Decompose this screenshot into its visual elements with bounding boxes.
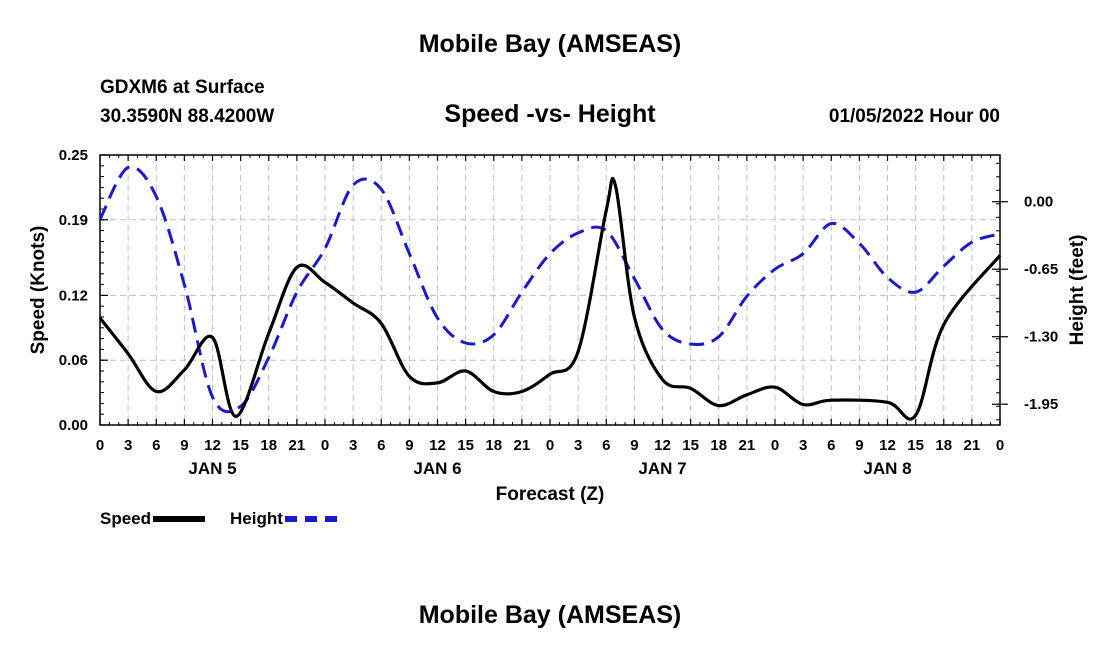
- x-tick-label: 0: [996, 437, 1004, 454]
- x-tick-label: 15: [907, 437, 924, 454]
- legend-speed-swatch: [153, 516, 206, 522]
- x-tick-label: 6: [152, 437, 160, 454]
- x-tick-label: 21: [964, 437, 981, 454]
- y-tick-label: 0.00: [59, 417, 88, 434]
- y2-tick-label: -0.65: [1024, 261, 1058, 278]
- x-tick-label: 15: [457, 437, 474, 454]
- x-tick-label: 0: [321, 437, 329, 454]
- x-tick-label: 6: [827, 437, 835, 454]
- station-label: GDXM6 at Surface: [100, 77, 265, 98]
- x-tick-label: 0: [96, 437, 104, 454]
- bottom-title: Mobile Bay (AMSEAS): [418, 601, 682, 629]
- y2-tick-label: -1.95: [1024, 396, 1058, 413]
- y2-tick-label: -1.30: [1024, 329, 1058, 346]
- legend-height-label: Height: [230, 509, 283, 528]
- grid-layer: [100, 155, 1000, 425]
- legend-speed-label: Speed: [100, 509, 152, 528]
- date-label: JAN 5: [188, 459, 236, 478]
- legend-height-swatch: [284, 516, 337, 522]
- y2-tick-label: 0.00: [1024, 194, 1053, 211]
- x-tick-label: 12: [879, 437, 896, 454]
- height-series-line: [98, 165, 1001, 414]
- x-tick-label: 0: [771, 437, 779, 454]
- x-tick-label: 18: [260, 437, 277, 454]
- x-tick-label: 12: [429, 437, 446, 454]
- main-title: Mobile Bay (AMSEAS): [418, 30, 682, 58]
- x-tick-label: 3: [799, 437, 807, 454]
- tick-layer: [99, 154, 1008, 426]
- forecast-datetime: 01/05/2022 Hour 00: [828, 106, 1000, 127]
- date-label: JAN 7: [638, 459, 686, 478]
- x-tick-label: 3: [124, 437, 132, 454]
- x-tick-label: 18: [935, 437, 952, 454]
- date-label: JAN 8: [863, 459, 911, 478]
- speed-series-line: [98, 177, 1002, 421]
- label-layer: 0 3 6 9 12 15 18 21 0 3 6 9 12 15 18 21 0 3 6 9 12 15 18 21 0 3 6 9…: [28, 147, 1088, 505]
- x-tick-label: 18: [710, 437, 727, 454]
- date-label: JAN 6: [413, 459, 461, 478]
- x-tick-label: 9: [855, 437, 863, 454]
- x-tick-label: 3: [574, 437, 582, 454]
- coordinates-label: 30.3590N 88.4200W: [100, 106, 275, 127]
- x-tick-label: 21: [289, 437, 306, 454]
- x-tick-label: 21: [739, 437, 756, 454]
- x-tick-label: 12: [204, 437, 221, 454]
- series-layer: [98, 165, 1002, 421]
- x-tick-label: 6: [602, 437, 610, 454]
- chart-title: Speed -vs- Height: [444, 100, 656, 128]
- y-axis-title: Speed (Knots): [28, 226, 49, 355]
- x-tick-label: 3: [349, 437, 357, 454]
- x-tick-label: 0: [546, 437, 554, 454]
- x-tick-label: 9: [405, 437, 413, 454]
- x-tick-label: 21: [514, 437, 531, 454]
- y2-axis-title: Height (feet): [1067, 235, 1088, 346]
- x-axis-title: Forecast (Z): [496, 484, 605, 505]
- x-tick-label: 9: [630, 437, 638, 454]
- y-tick-label: 0.25: [59, 147, 88, 164]
- legend-speed: Speed: [100, 509, 206, 529]
- x-tick-label: 15: [682, 437, 699, 454]
- y-tick-label: 0.12: [59, 287, 88, 304]
- x-tick-label: 12: [654, 437, 671, 454]
- x-tick-label: 18: [485, 437, 502, 454]
- y-tick-label: 0.06: [59, 352, 88, 369]
- legend-height: Height: [230, 509, 337, 529]
- x-tick-label: 15: [232, 437, 249, 454]
- x-tick-label: 9: [180, 437, 188, 454]
- x-tick-label: 6: [377, 437, 385, 454]
- y-tick-label: 0.19: [59, 212, 88, 229]
